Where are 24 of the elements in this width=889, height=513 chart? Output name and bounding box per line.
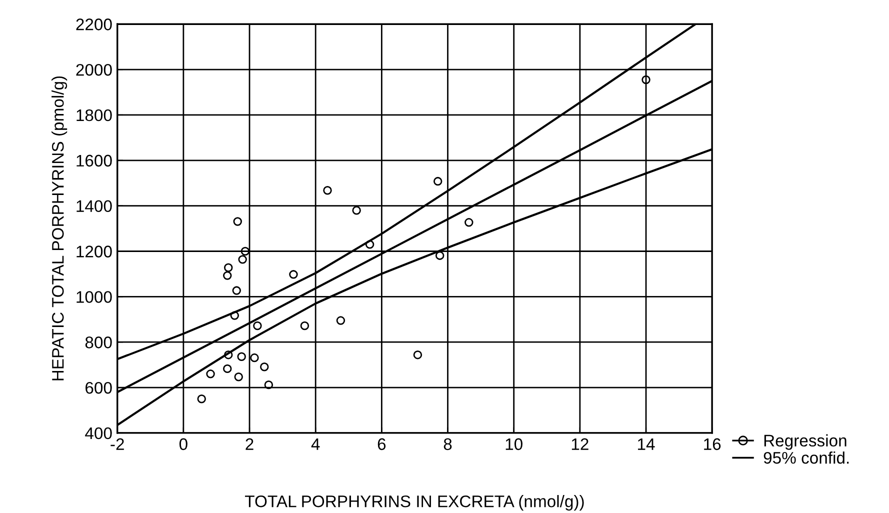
- y-tick-label: 1800: [76, 109, 112, 122]
- x-tick-label: 2: [246, 438, 254, 450]
- x-tick-label: 4: [311, 438, 320, 450]
- x-tick-label: 10: [506, 438, 522, 450]
- legend-label: Regression: [764, 434, 846, 450]
- x-tick-label: 0: [179, 438, 188, 450]
- y-tick-label: 1600: [76, 154, 112, 167]
- y-tick-label: 400: [85, 427, 112, 440]
- x-axis-title: TOTAL PORPHYRINS IN EXCRETA (nmol/g)): [244, 495, 584, 511]
- legend-label: 95% confid.: [764, 452, 849, 464]
- x-tick-label: 14: [638, 438, 655, 450]
- y-tick-label: 600: [86, 382, 112, 394]
- y-tick-label: 1000: [76, 291, 112, 303]
- y-tick-label: 800: [85, 336, 112, 348]
- y-tick-label: 2000: [76, 64, 112, 76]
- x-tick-label: 8: [444, 438, 452, 450]
- x-tick-label: 6: [378, 438, 386, 450]
- x-tick-label: -2: [110, 438, 124, 450]
- x-tick-label: 16: [704, 438, 721, 450]
- y-tick-label: 1200: [76, 246, 112, 258]
- y-tick-label: 2200: [76, 18, 112, 30]
- x-tick-label: 12: [572, 438, 588, 450]
- y-axis-title: HEPATIC TOTAL PORPHYRINS (pmol/g): [52, 76, 68, 380]
- y-tick-label: 1400: [76, 200, 112, 212]
